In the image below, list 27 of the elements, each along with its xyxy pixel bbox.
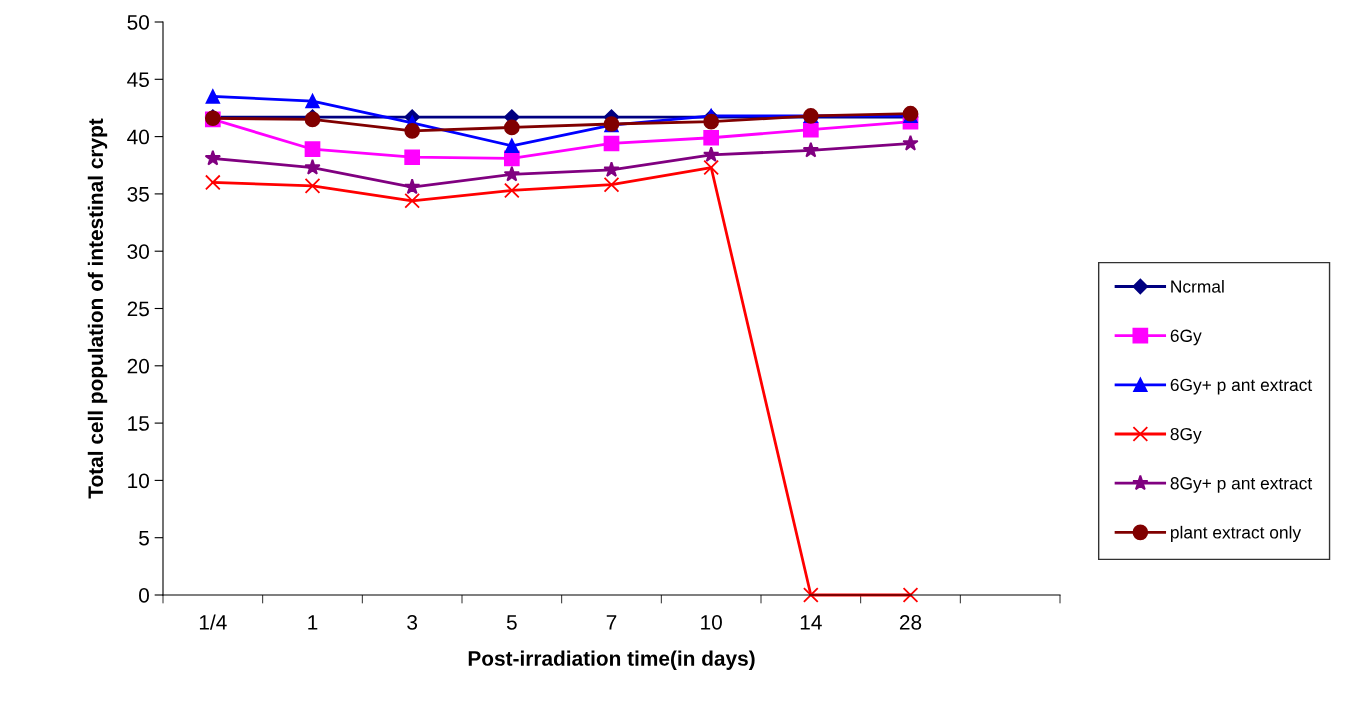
- legend-label: plant extract only: [1170, 525, 1302, 543]
- legend-label: 6Gy+ p ant extract: [1170, 378, 1313, 395]
- y-tick-label: 10: [128, 473, 149, 489]
- y-tick-label: 20: [127, 358, 149, 374]
- x-tick-label: 1/4: [199, 614, 227, 630]
- x-tick-label: 5: [506, 615, 517, 630]
- y-tick-label: 50: [127, 15, 149, 30]
- x-axis-title: Post-irradiation time(in days): [468, 650, 755, 670]
- y-tick-label: 25: [127, 301, 149, 317]
- legend-label: 8Gy: [1170, 427, 1202, 444]
- y-tick-label: 45: [127, 72, 149, 88]
- y-axis-title: Total cell population of intestinal crypt: [87, 118, 108, 499]
- legend-label: 8Gy+ p ant extract: [1170, 477, 1313, 493]
- y-tick-label: 30: [127, 244, 149, 259]
- x-tick-label: 7: [606, 615, 617, 630]
- y-tick-label: 5: [139, 530, 149, 546]
- legend-label: 6Gy: [1170, 329, 1202, 346]
- x-tick-label: 3: [407, 614, 418, 630]
- y-tick-label: 40: [127, 129, 149, 145]
- x-tick-label: 10: [701, 614, 722, 630]
- x-tick-label: 1: [308, 615, 318, 630]
- y-tick-label: 35: [127, 186, 149, 202]
- y-tick-label: 0: [139, 588, 149, 603]
- x-tick-label: 14: [800, 615, 822, 630]
- y-tick-label: 15: [128, 416, 149, 431]
- x-tick-label: 28: [899, 614, 922, 630]
- legend-label: Ncrmal: [1171, 279, 1224, 293]
